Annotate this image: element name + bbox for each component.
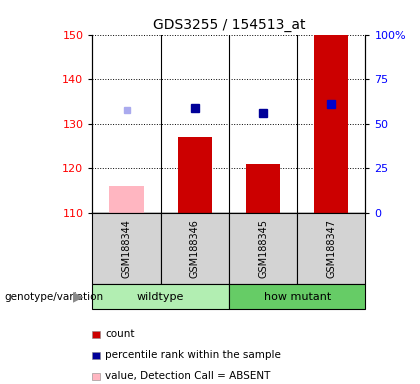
Bar <box>246 164 280 213</box>
Text: genotype/variation: genotype/variation <box>4 291 103 302</box>
Bar <box>178 137 212 213</box>
Bar <box>110 186 144 213</box>
Bar <box>297 213 365 284</box>
Title: GDS3255 / 154513_at: GDS3255 / 154513_at <box>152 18 305 32</box>
Text: value, Detection Call = ABSENT: value, Detection Call = ABSENT <box>105 371 270 381</box>
Text: how mutant: how mutant <box>263 291 331 302</box>
Text: wildtype: wildtype <box>137 291 184 302</box>
Bar <box>92 284 229 309</box>
Text: ▶: ▶ <box>74 290 84 304</box>
Text: percentile rank within the sample: percentile rank within the sample <box>105 350 281 360</box>
Bar <box>314 35 348 213</box>
Text: GSM188347: GSM188347 <box>326 219 336 278</box>
Bar <box>229 284 365 309</box>
Bar <box>161 213 229 284</box>
Text: GSM188346: GSM188346 <box>190 219 200 278</box>
Bar <box>229 213 297 284</box>
Text: GSM188344: GSM188344 <box>121 219 131 278</box>
Text: GSM188345: GSM188345 <box>258 219 268 278</box>
Bar <box>92 213 161 284</box>
Text: count: count <box>105 329 134 339</box>
